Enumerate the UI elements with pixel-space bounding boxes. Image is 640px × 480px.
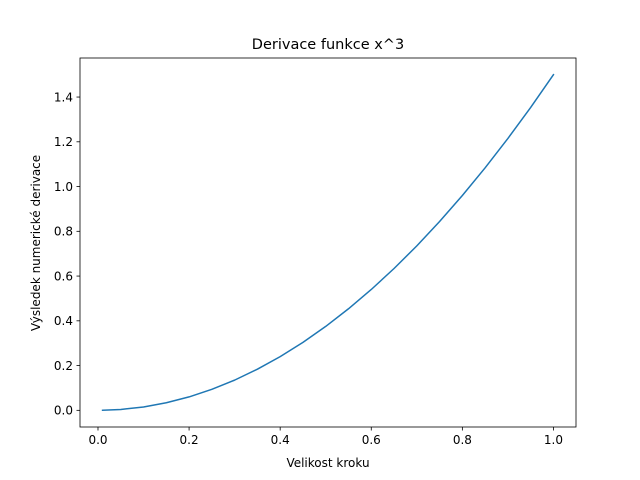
- y-tick-label: 1.0: [54, 180, 73, 194]
- y-axis-title: Výsledek numerické derivace: [29, 155, 43, 331]
- y-tick-label: 0.0: [54, 404, 73, 418]
- axes-frame: [79, 57, 577, 428]
- x-tick-label: 0.6: [362, 433, 381, 447]
- x-tick-label: 0.0: [88, 433, 107, 447]
- x-tick-label: 1.0: [544, 433, 563, 447]
- x-axis-title: Velikost kroku: [286, 456, 369, 470]
- y-tick-label: 0.4: [54, 314, 73, 328]
- plot-area: [101, 73, 555, 412]
- series-line-0: [101, 73, 555, 412]
- x-tick-label: 0.2: [180, 433, 199, 447]
- chart-title: Derivace funkce x^3: [252, 37, 404, 53]
- y-tick-label: 1.2: [54, 135, 73, 149]
- y-tick-label: 0.6: [54, 269, 73, 283]
- y-tick-label: 0.2: [54, 359, 73, 373]
- y-tick-label: 1.4: [54, 90, 73, 104]
- x-tick-label: 0.4: [271, 433, 290, 447]
- x-tick-label: 0.8: [453, 433, 472, 447]
- axes: 0.0 0.2 0.4 0.6 0.8 1.0 0.0 0.2 0.4 0.6 0.8 1.0 1.2 1…: [54, 57, 577, 447]
- y-tick-label: 0.8: [54, 225, 73, 239]
